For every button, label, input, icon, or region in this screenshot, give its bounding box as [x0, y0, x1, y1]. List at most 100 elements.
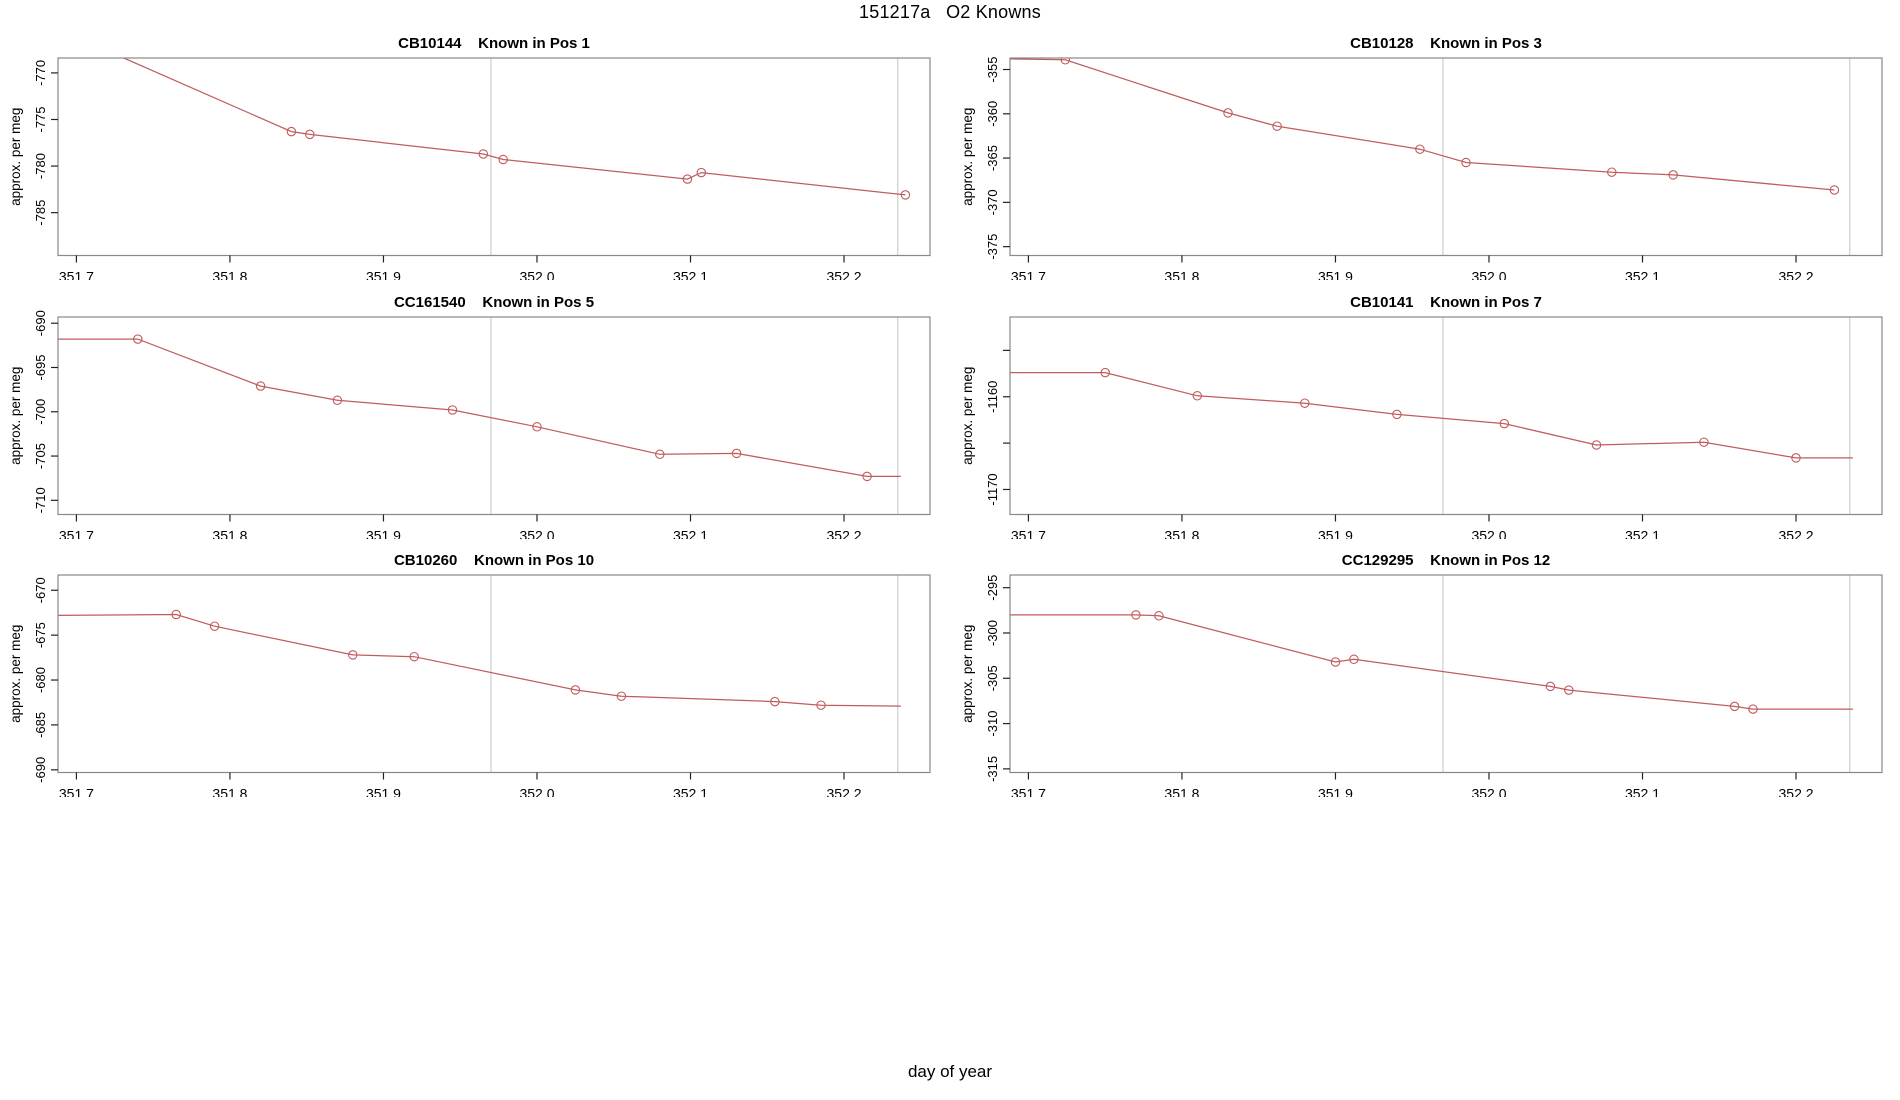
y-tick-label: -355 [985, 56, 1000, 82]
subplot-canvas-CB10128: CB10128 Known in Pos 3 -355 -360 -365 -370 -3… [960, 35, 1883, 285]
y-tick-label: -670 [33, 577, 48, 603]
x-tick-label: 352.1 [673, 527, 708, 539]
y-tick-label: -365 [985, 145, 1000, 171]
plot-box [57, 574, 931, 774]
y-tick-label: -295 [985, 575, 1000, 601]
subplot-CB10128: CB10128 Known in Pos 3 -355 -360 -365 -370 -3… [952, 28, 1892, 285]
subplot-CB10141: CB10141 Known in Pos 7 -1160 -1170 approx. … [952, 287, 1892, 543]
subplot-CC129295: CC129295 Known in Pos 12 -295 -300 -305 -310… [952, 545, 1892, 802]
y-tick-label: -775 [33, 106, 48, 132]
plot-box [1009, 315, 1883, 515]
subplot-canvas-CB10144: CB10144 Known in Pos 1 -770 -775 -780 -785 ap… [8, 35, 931, 285]
x-tick-label: 352.1 [673, 786, 708, 798]
x-tick-label: 351.9 [1318, 269, 1353, 281]
data-point [682, 174, 693, 184]
y-axis-title: approx. per meg [960, 108, 975, 206]
data-point [1729, 701, 1740, 712]
x-tick-label: 351.7 [1011, 269, 1046, 281]
x-tick-label: 352.2 [827, 269, 862, 281]
data-point [133, 333, 143, 344]
y-axis-title: approx. per meg [8, 625, 23, 723]
data-point [498, 154, 508, 165]
x-tick-label: 351.9 [1318, 786, 1353, 798]
x-tick-label: 351.7 [59, 269, 94, 281]
data-point [1100, 367, 1110, 377]
x-tick-label: 352.1 [1625, 527, 1660, 539]
x-tick-label: 352.2 [1779, 786, 1814, 798]
data-point [862, 471, 872, 481]
data-point [1545, 681, 1556, 692]
x-tick-label: 352.2 [827, 527, 862, 539]
data-point [532, 421, 542, 432]
x-tick-label: 351.8 [1164, 786, 1199, 798]
data-point [1272, 121, 1282, 131]
y-tick-label: -780 [33, 153, 48, 179]
y-tick-label: -695 [33, 354, 48, 380]
subplot-CB10144: CB10144 Known in Pos 1 -770 -775 -780 -785 ap… [0, 28, 940, 285]
data-line [1010, 614, 1853, 710]
data-point [1591, 439, 1602, 450]
y-tick-label: -680 [33, 667, 48, 693]
y-axis-title: approx. per meg [960, 366, 975, 464]
subplot-title: CC129295 Known in Pos 12 [1342, 552, 1550, 569]
data-point [1349, 654, 1359, 665]
y-tick-label: -685 [33, 712, 48, 738]
data-point [1461, 157, 1471, 168]
x-tick-label: 352.0 [519, 269, 554, 281]
y-tick-label: -690 [33, 310, 48, 336]
x-tick-label: 352.0 [519, 786, 554, 798]
data-point [409, 651, 419, 662]
data-point [1192, 390, 1203, 401]
subplot-canvas-CB10260: CB10260 Known in Pos 10 -670 -675 -680 -685 -… [8, 552, 931, 802]
x-tick-label: 351.8 [212, 269, 247, 281]
x-tick-label: 351.7 [59, 786, 94, 798]
subplot-canvas-CC129295: CC129295 Known in Pos 12 -295 -300 -305 -310… [960, 552, 1883, 802]
y-tick-label: -1160 [985, 380, 1000, 412]
y-axis-title: approx. per meg [8, 366, 23, 464]
x-tick-label: 351.8 [1164, 269, 1199, 281]
y-tick-label: -310 [985, 711, 1000, 737]
data-point [570, 685, 581, 695]
y-tick-label: -710 [33, 487, 48, 513]
data-point [1699, 436, 1709, 447]
data-point [1131, 610, 1141, 620]
subplot-title: CB10260 Known in Pos 10 [394, 552, 594, 569]
subplot-title: CB10144 Known in Pos 1 [398, 35, 590, 52]
data-point [1829, 185, 1840, 195]
data-point [447, 404, 458, 415]
x-tick-label: 352.1 [673, 269, 708, 281]
data-line [122, 58, 906, 196]
x-tick-label: 352.0 [1471, 269, 1506, 281]
data-point [696, 167, 707, 178]
data-point [731, 448, 742, 458]
y-tick-label: -690 [33, 757, 48, 783]
data-point [1499, 418, 1510, 428]
y-tick-label: -375 [985, 234, 1000, 260]
data-point [900, 190, 911, 200]
y-tick-label: -370 [985, 189, 1000, 215]
data-point [616, 691, 627, 701]
data-point [1154, 611, 1164, 621]
x-tick-label: 351.8 [212, 786, 247, 798]
x-tick-label: 351.7 [59, 527, 94, 539]
x-tick-label: 351.7 [1011, 786, 1046, 798]
subplot-title: CB10141 Known in Pos 7 [1350, 294, 1542, 311]
data-point [1415, 144, 1425, 154]
x-tick-label: 352.0 [1471, 786, 1506, 798]
subplot-title: CB10128 Known in Pos 3 [1350, 35, 1542, 52]
x-tick-label: 352.1 [1625, 786, 1660, 798]
subplot-canvas-CB10141: CB10141 Known in Pos 7 -1160 -1170 approx. … [960, 294, 1883, 543]
main-title: 151217a O2 Knowns [859, 2, 1041, 22]
data-point [1748, 704, 1758, 714]
x-tick-label: 351.9 [366, 269, 401, 281]
x-axis-label: day of year [907, 1062, 993, 1081]
data-point [1330, 657, 1341, 667]
data-point [171, 609, 181, 620]
data-point [286, 126, 297, 137]
data-point [478, 149, 489, 159]
y-tick-label: -785 [33, 200, 48, 226]
y-axis-title: approx. per meg [8, 108, 23, 206]
data-line [1010, 58, 1835, 191]
y-tick-label: -315 [985, 756, 1000, 782]
